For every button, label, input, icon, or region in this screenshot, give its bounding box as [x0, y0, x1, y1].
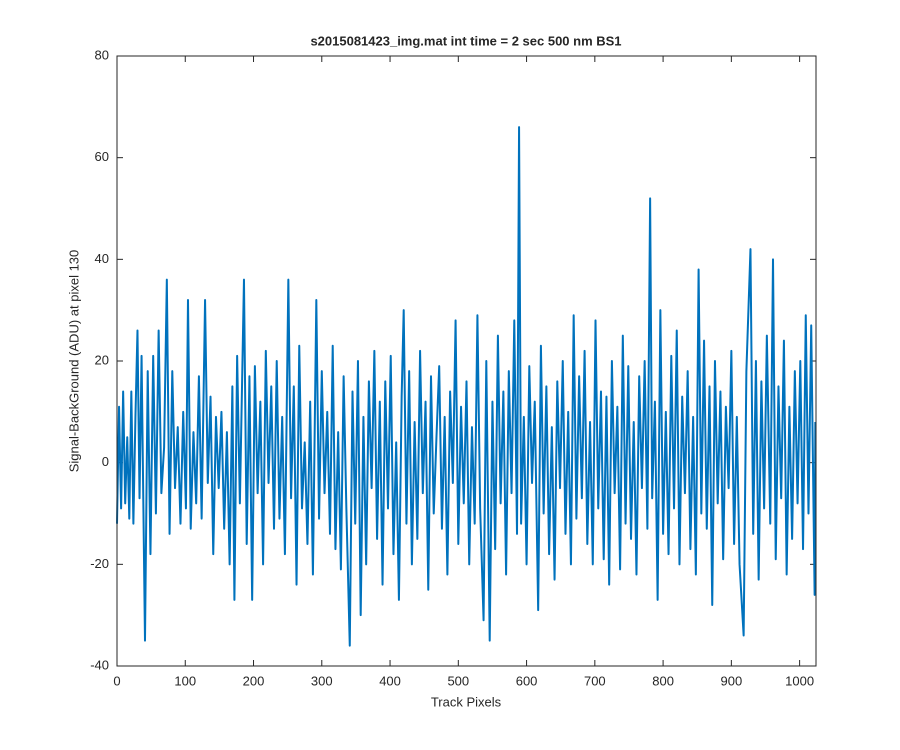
y-tick-label: 20 [95, 352, 109, 367]
x-tick-label: 500 [447, 673, 469, 688]
x-tick-label: 400 [379, 673, 401, 688]
x-tick-label: 1000 [785, 673, 814, 688]
x-tick-label: 200 [243, 673, 265, 688]
y-tick-label: 80 [95, 47, 109, 62]
x-tick-label: 700 [584, 673, 606, 688]
x-tick-label: 300 [311, 673, 333, 688]
y-tick-label: 60 [95, 149, 109, 164]
y-tick-label: 0 [102, 454, 109, 469]
x-tick-label: 100 [174, 673, 196, 688]
y-tick-label: -40 [90, 657, 109, 672]
x-tick-label: 800 [652, 673, 674, 688]
data-line [116, 126, 817, 647]
x-axis-label: Track Pixels [431, 694, 502, 709]
chart-title: s2015081423_img.mat int time = 2 sec 500… [310, 33, 621, 48]
x-tick-label: 0 [113, 673, 120, 688]
y-tick-label: -20 [90, 556, 109, 571]
y-tick-label: 40 [95, 251, 109, 266]
x-tick-label: 900 [721, 673, 743, 688]
x-tick-label: 600 [516, 673, 538, 688]
plot-box [116, 55, 817, 667]
y-axis-label: Signal-BackGround (ADU) at pixel 130 [66, 250, 81, 473]
